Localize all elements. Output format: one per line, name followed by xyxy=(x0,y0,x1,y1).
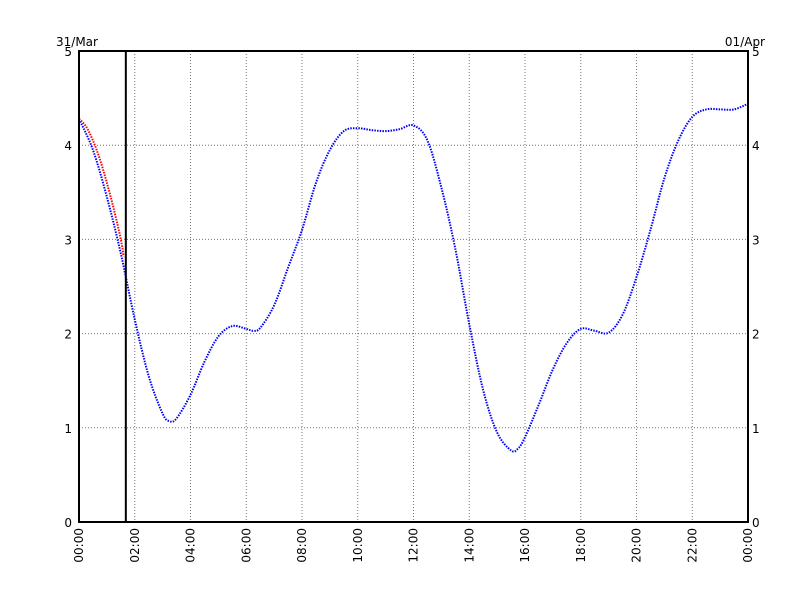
x-tick-label: 04:00 xyxy=(184,528,198,563)
y-tick-label-right: 1 xyxy=(752,422,760,436)
x-tick-label: 12:00 xyxy=(407,528,421,563)
x-tick-label: 10:00 xyxy=(351,528,365,563)
y-tick-label-left: 2 xyxy=(64,328,72,342)
y-tick-label-left: 0 xyxy=(64,516,72,530)
date-label-left: 31/Mar xyxy=(56,35,98,49)
x-tick-label: 16:00 xyxy=(518,528,532,563)
x-tick-label: 08:00 xyxy=(295,528,309,563)
plot-frame xyxy=(78,50,749,523)
x-tick-label: 02:00 xyxy=(128,528,142,563)
x-tick-label: 06:00 xyxy=(239,528,253,563)
y-tick-label-right: 5 xyxy=(752,45,760,59)
y-tick-label-left: 4 xyxy=(64,139,72,153)
y-tick-label-right: 0 xyxy=(752,516,760,530)
y-tick-label-right: 4 xyxy=(752,139,760,153)
x-tick-label: 00:00 xyxy=(741,528,755,563)
y-tick-label-left: 1 xyxy=(64,422,72,436)
y-tick-label-right: 2 xyxy=(752,328,760,342)
predicted-tide-line xyxy=(78,102,749,453)
x-tick-label: 22:00 xyxy=(685,528,699,563)
series-layer xyxy=(78,102,749,453)
x-tick-label: 00:00 xyxy=(72,528,86,563)
date-label-right: 01/Apr xyxy=(725,35,765,49)
grid xyxy=(78,50,749,523)
y-tick-label-right: 3 xyxy=(752,233,760,247)
y-tick-label-left: 3 xyxy=(64,233,72,247)
y-tick-label-left: 5 xyxy=(64,45,72,59)
observed-tide-line xyxy=(78,118,125,257)
x-tick-label: 14:00 xyxy=(462,528,476,563)
x-tick-label: 18:00 xyxy=(574,528,588,563)
tick-labels: 0 0 1 1 2 2 3 3 4 4 5 5 00:00 02:00 04:00 06:00 08:00 10:… xyxy=(64,45,759,563)
x-tick-label: 20:00 xyxy=(630,528,644,563)
